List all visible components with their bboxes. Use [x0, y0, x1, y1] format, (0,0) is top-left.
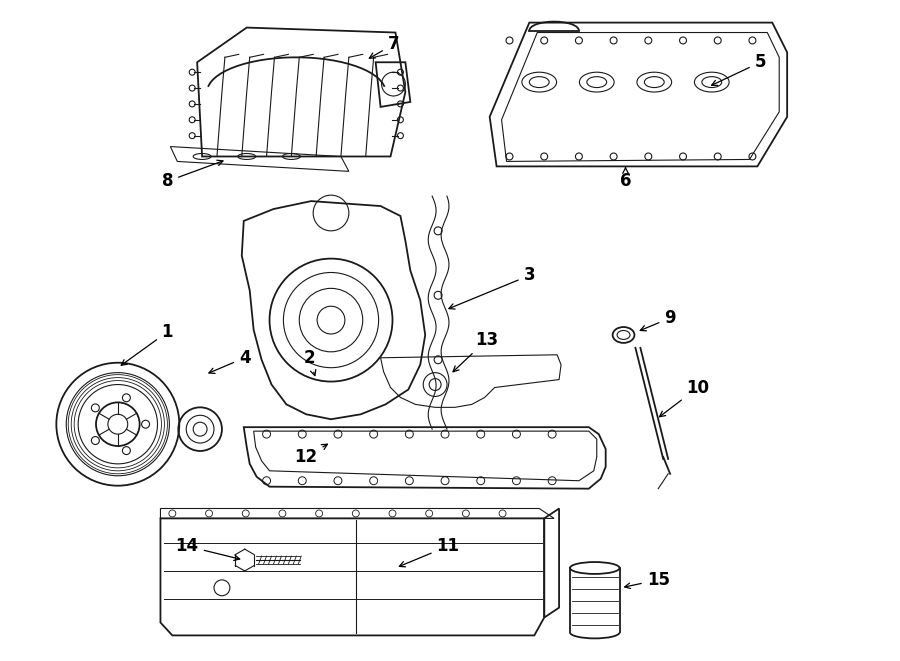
Text: 4: 4 — [209, 349, 250, 373]
Text: 10: 10 — [660, 379, 709, 416]
Text: 6: 6 — [620, 167, 631, 190]
Text: 1: 1 — [122, 323, 173, 366]
Text: 11: 11 — [400, 537, 460, 567]
Text: 2: 2 — [303, 349, 316, 375]
Text: 13: 13 — [453, 331, 499, 371]
Text: 3: 3 — [449, 266, 536, 309]
Text: 8: 8 — [162, 160, 223, 190]
Text: 9: 9 — [640, 309, 676, 331]
Text: 12: 12 — [294, 444, 328, 466]
Text: 15: 15 — [625, 571, 670, 589]
Text: 7: 7 — [369, 36, 400, 58]
Text: 14: 14 — [176, 537, 239, 561]
Text: 5: 5 — [712, 54, 766, 85]
